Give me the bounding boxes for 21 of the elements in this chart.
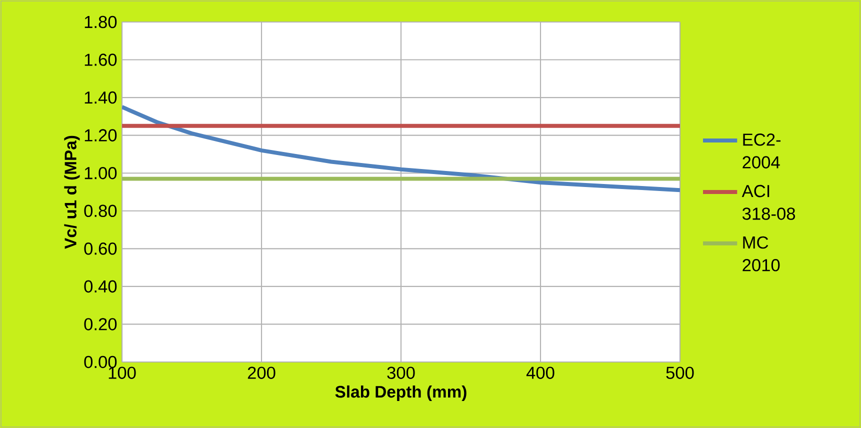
y-axis-title: Vc/ u1 d (MPa) [64, 136, 80, 249]
x-tick-label: 100 [108, 366, 136, 379]
line-series [122, 104, 680, 192]
x-tick-label: 400 [526, 366, 554, 379]
legend-label: MC 2010 [742, 236, 780, 272]
x-tick-label: 300 [387, 366, 415, 379]
x-axis-title: Slab Depth (mm) [335, 385, 466, 401]
legend-label: EC2-2004 [742, 134, 781, 168]
y-tick-label: 1.60 [84, 54, 117, 66]
y-tick-label: 0.20 [84, 318, 117, 330]
y-tick-label: 0.40 [84, 280, 117, 293]
y-tick-label: 1.80 [84, 16, 117, 28]
y-tick-label: 1.20 [84, 129, 117, 142]
y-tick-label: 0.80 [84, 204, 117, 218]
y-tick-label: 1.00 [84, 166, 117, 180]
y-tick-label: 0.00 [84, 356, 117, 368]
y-tick-label: 1.40 [84, 91, 117, 104]
y-tick-label: 0.60 [84, 242, 117, 255]
x-tick-label: 200 [248, 366, 276, 379]
legend-label: ACI 318-08 [742, 184, 796, 220]
x-tick-label: 500 [666, 366, 694, 379]
